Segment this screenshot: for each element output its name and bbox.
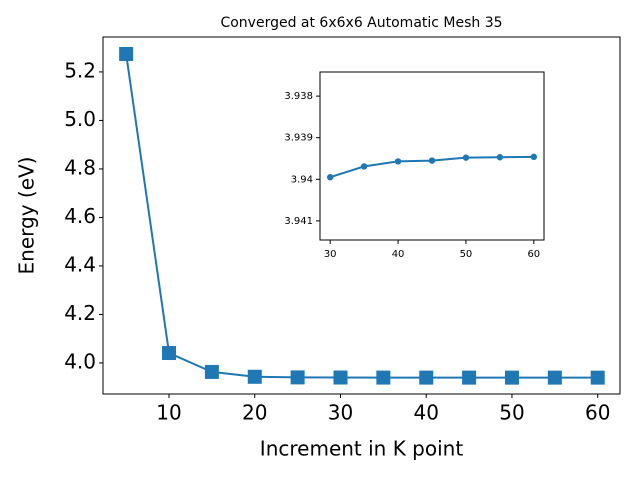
data-point <box>360 163 368 170</box>
y-tick-label: 4.4 <box>64 252 96 276</box>
data-point <box>504 370 519 385</box>
y-tick-label: 4.2 <box>64 301 96 325</box>
series-line <box>125 53 598 379</box>
y-tick-label: 4.6 <box>64 204 96 228</box>
y-axis-label: Energy (eV) <box>15 157 39 275</box>
y-tick-label: 5.2 <box>64 58 96 82</box>
y-tick-label: 3.94 <box>291 174 313 185</box>
x-tick-label: 40 <box>414 401 439 425</box>
x-axis-label: Increment in K point <box>260 437 464 461</box>
y-tick-label: 3.939 <box>284 133 313 144</box>
data-point <box>462 154 470 161</box>
x-tick-label: 60 <box>585 401 610 425</box>
data-point <box>394 158 402 165</box>
data-point <box>247 369 262 384</box>
data-point <box>496 154 504 161</box>
data-point <box>547 370 562 385</box>
chart-title: Converged at 6x6x6 Automatic Mesh 35 <box>220 15 502 31</box>
x-tick-label: 10 <box>156 401 181 425</box>
data-point <box>590 370 605 385</box>
data-point <box>290 370 305 385</box>
y-tick-label: 5.0 <box>64 107 96 131</box>
x-tick-label: 30 <box>328 401 353 425</box>
x-tick-label: 30 <box>324 249 337 260</box>
data-point <box>462 370 477 385</box>
data-point <box>333 370 348 385</box>
data-point <box>162 346 177 361</box>
data-point <box>428 157 436 164</box>
x-tick-label: 50 <box>460 249 473 260</box>
data-point <box>119 46 134 61</box>
data-point <box>376 370 391 385</box>
y-tick-label: 4.8 <box>64 155 96 179</box>
data-point <box>530 153 538 161</box>
y-tick-label: 3.938 <box>284 91 313 102</box>
plot-area <box>319 71 545 241</box>
x-tick-label: 40 <box>392 249 405 260</box>
x-tick-label: 20 <box>242 401 267 425</box>
y-tick-label: 3.941 <box>284 216 313 227</box>
data-point <box>204 364 219 379</box>
x-tick-label: 60 <box>527 249 540 260</box>
x-tick-label: 50 <box>499 401 524 425</box>
data-point <box>326 174 334 181</box>
y-tick-label: 4.0 <box>64 349 96 373</box>
data-point <box>419 370 434 385</box>
